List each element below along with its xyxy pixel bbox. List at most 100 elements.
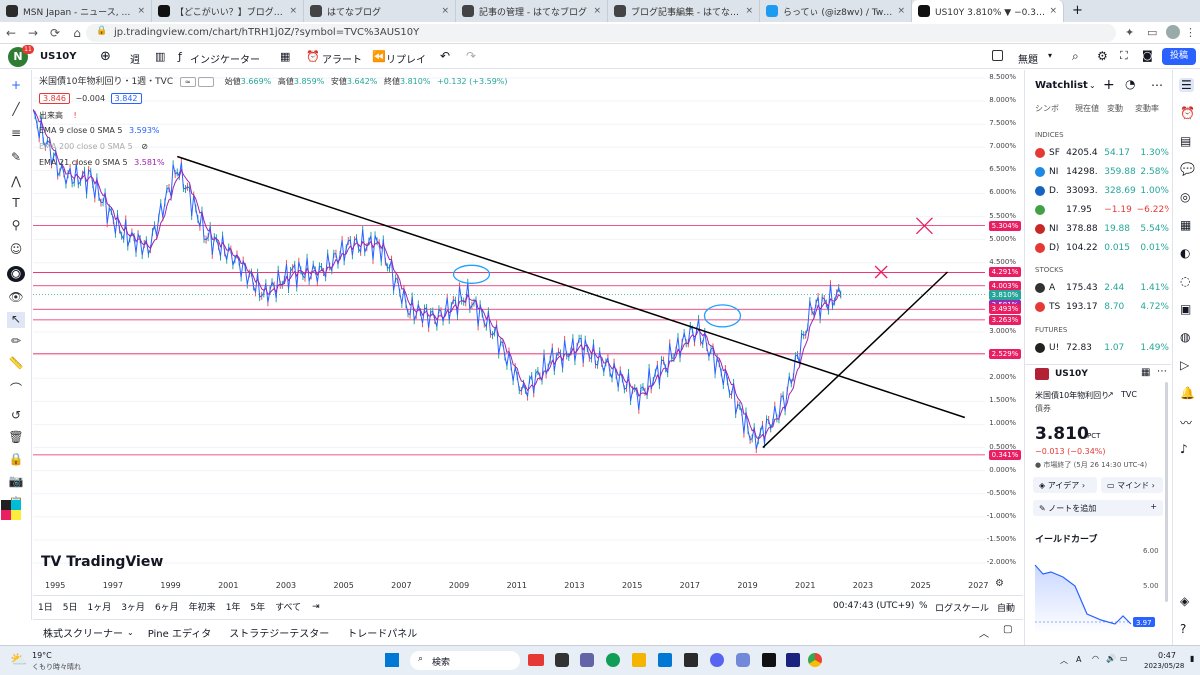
bubble-rail-icon[interactable]: ◌ [1180,274,1191,288]
ema9-row[interactable]: EMA 9 close 0 SMA 5 3.593% [39,126,160,135]
lock-drawings-icon[interactable]: ✏ [10,334,22,348]
close-tab-icon[interactable]: × [137,6,145,16]
legend-collapse-icon[interactable]: ≈ [179,76,196,87]
chevron-down-icon[interactable]: ⌄ [127,628,134,637]
home-icon[interactable]: ⌂ [73,25,81,40]
ema200-row[interactable]: EMA 200 close 0 SMA 5 ⊘ [39,142,148,151]
app-icon-store[interactable] [658,653,672,667]
col-price[interactable]: 現在値 [1075,104,1099,113]
chevron-down-icon[interactable]: ⌄ [1089,81,1096,90]
watchlist-row[interactable]: TS 193.17 8.70 4.72% [1035,300,1169,314]
app-icon-discord[interactable] [710,653,724,667]
browser-tab[interactable]: 【どこがいい？】ブログ作成サービスの比 × [152,0,304,22]
watchlist-row[interactable]: U! 72.83 1.07 1.49% [1035,341,1169,355]
app-icon-chrome[interactable] [808,653,822,667]
yield-curve-chart[interactable]: 6.00 5.00 3.97 [1031,544,1167,634]
watchlist-row[interactable]: 17.95 −1.19 −6.22% [1035,203,1169,217]
range-button[interactable]: 1日 [38,603,53,613]
forward-icon[interactable]: → [27,25,39,40]
magnet-icon[interactable]: ⌒ [9,382,22,396]
price-tag[interactable]: 4.291% [989,267,1021,278]
detail-symbol[interactable]: US10Y [1055,369,1088,379]
col-change-pct[interactable]: 変動率 [1135,104,1159,113]
replay-button[interactable]: リプレイ [386,55,426,66]
cursor-icon[interactable]: ↖ [7,312,25,328]
range-button[interactable]: 1ヶ月 [87,603,112,613]
watchlist-title[interactable]: Watchlist [1035,80,1088,91]
prediction-tool-icon[interactable]: ⚲ [11,218,21,232]
app-icon-task-view[interactable] [555,653,569,667]
fib-tool-icon[interactable]: ≡ [10,126,22,140]
mind-button[interactable]: ▭ マインド › [1101,477,1163,493]
indicators-button[interactable]: インジケーター [190,55,260,66]
close-tab-icon[interactable]: × [745,6,753,16]
close-tab-icon[interactable]: × [1049,6,1057,16]
app-icon-game[interactable] [528,654,544,666]
detail-more-icon[interactable]: ⋯ [1157,366,1167,377]
extensions-icon[interactable]: ✦ [1125,26,1135,39]
ema21-row[interactable]: EMA 21 close 0 SMA 5 3.581% [39,158,165,167]
url-field[interactable]: 🔒 jp.tradingview.com/chart/hTRH1j0Z/?sym… [86,24,1116,42]
legend-title[interactable]: 米国債10年物利回り・1週・TVC [39,77,174,87]
axis-settings-icon[interactable]: ⚙ [995,578,1004,589]
help-rail-icon[interactable]: ? [1180,622,1187,636]
wifi-icon[interactable]: ◠ [1092,654,1099,663]
app-icon-mt[interactable] [786,653,800,667]
layout-name[interactable]: 無題 [1018,55,1038,66]
sidebar-icon[interactable]: ▭ [1147,26,1158,39]
tab-pine-editor[interactable]: Pine エディタ [147,629,212,640]
ask-box[interactable]: 3.842 [110,93,142,104]
signal-rail-icon[interactable]: 〰 [1180,416,1193,430]
chart-pane[interactable]: 米国債10年物利回り・1週・TVC ≈ 始値3.669% 高値3.859% 安値… [32,70,985,590]
range-button[interactable]: すべて [275,603,302,613]
play-rail-icon[interactable]: ▷ [1180,358,1190,372]
brush-tool-icon[interactable]: ✎ [10,150,22,164]
range-button[interactable]: 3ヶ月 [121,603,145,613]
tab-trade-panel[interactable]: トレードパネル [347,629,418,640]
trendline[interactable] [762,271,949,449]
trash-icon[interactable]: 🗑 [8,430,24,444]
back-icon[interactable]: ← [5,25,17,40]
reload-icon[interactable]: ⟳ [49,25,61,40]
color-palette-icon[interactable] [1,500,21,520]
battery-icon[interactable]: ▭ [1120,654,1128,663]
auto-scale-toggle[interactable]: 自動 [997,604,1016,614]
watchlist-row[interactable]: NI 14298. 359.88 2.58% [1035,165,1169,179]
idea-button[interactable]: ◈ アイデア › [1033,477,1097,493]
price-axis[interactable]: 8.500% 8.000% 7.500% 7.000% 6.500% 6.000% 5.50… [985,70,1022,575]
tab-strategy-tester[interactable]: ストラテジーテスター [229,629,330,640]
price-tag[interactable]: 3.810% [989,289,1021,300]
watchlist-row[interactable]: A 175.43 2.44 1.41% [1035,281,1169,295]
emoji-icon[interactable]: ☺ [9,242,23,256]
clock-time[interactable]: 0:47 [1158,651,1176,660]
new-tab-icon[interactable]: + [1072,3,1083,18]
range-button[interactable]: 年初来 [188,603,216,613]
app-icon-terminal[interactable] [684,653,698,667]
price-tag[interactable]: 0.341% [989,449,1021,460]
watchlist-row[interactable]: SF 4205.4 54.17 1.30% [1035,146,1169,160]
fullscreen-icon[interactable]: ⛶ [1120,49,1128,62]
compare-icon[interactable]: ⊕ [100,49,111,64]
time-axis[interactable]: ⚙ 1995 1997 1999 2001 2003 2005 2007 2009 2011 20… [33,575,1004,593]
goto-date-icon[interactable]: ⇥ [312,601,320,612]
circle-annotation[interactable] [703,304,742,328]
broadcast-rail-icon[interactable]: ◍ [1180,330,1191,344]
range-button[interactable]: 5年 [250,603,266,613]
watchlist-row[interactable]: NI 378.88 19.88 5.54% [1035,222,1169,236]
range-button[interactable]: 5日 [62,603,78,613]
app-icon-explorer[interactable] [632,653,646,667]
price-tag[interactable]: 3.263% [989,314,1021,325]
publish-button[interactable]: 投稿 [1162,48,1196,65]
price-tag[interactable]: 3.493% [989,304,1021,315]
ime-indicator[interactable]: A [1076,655,1082,664]
snapshot-icon[interactable]: ◙ [1142,49,1153,62]
weather-desc[interactable]: くもり時々晴れ [32,663,81,671]
browser-tab[interactable]: らってぃ (@iz8wv) / Twitter × [760,0,912,22]
price-chart[interactable] [32,70,985,575]
add-note-button[interactable]: ✎ ノートを追加 + [1033,500,1163,516]
browser-tab[interactable]: US10Y 3.810% ▼ −0.34% 無題 × [912,0,1064,22]
search-icon[interactable]: ⌕ [1072,49,1079,63]
more-icon[interactable]: ⋯ [1151,78,1163,92]
volume-icon[interactable]: 🔊 [1106,654,1116,663]
warning-icon[interactable]: ! [73,111,77,120]
